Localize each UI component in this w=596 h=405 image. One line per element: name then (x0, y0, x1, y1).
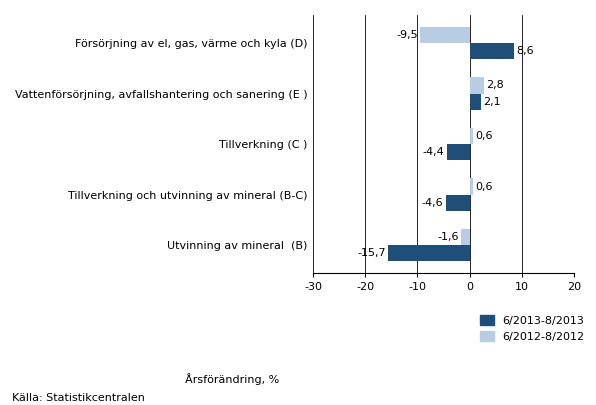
Legend: 6/2013-8/2013, 6/2012-8/2012: 6/2013-8/2013, 6/2012-8/2012 (480, 315, 585, 342)
Text: 8,6: 8,6 (517, 46, 534, 56)
Bar (470, 77, 484, 94)
Bar (470, 179, 473, 195)
Bar (470, 43, 514, 59)
Bar (470, 94, 480, 110)
Bar (388, 245, 470, 262)
Bar (420, 27, 470, 43)
Bar (461, 229, 470, 245)
Text: -15,7: -15,7 (357, 248, 386, 258)
Bar (446, 195, 470, 211)
Text: 2,1: 2,1 (483, 97, 500, 107)
Text: -9,5: -9,5 (396, 30, 418, 40)
Bar (446, 144, 470, 160)
Text: 0,6: 0,6 (475, 181, 492, 192)
Text: 0,6: 0,6 (475, 131, 492, 141)
Text: -4,6: -4,6 (422, 198, 443, 208)
Text: Årsförändring, %: Årsförändring, % (185, 373, 280, 385)
Text: 2,8: 2,8 (486, 81, 504, 90)
Text: -4,4: -4,4 (423, 147, 445, 157)
Text: -1,6: -1,6 (437, 232, 459, 242)
Bar (470, 128, 473, 144)
Text: Källa: Statistikcentralen: Källa: Statistikcentralen (12, 393, 145, 403)
